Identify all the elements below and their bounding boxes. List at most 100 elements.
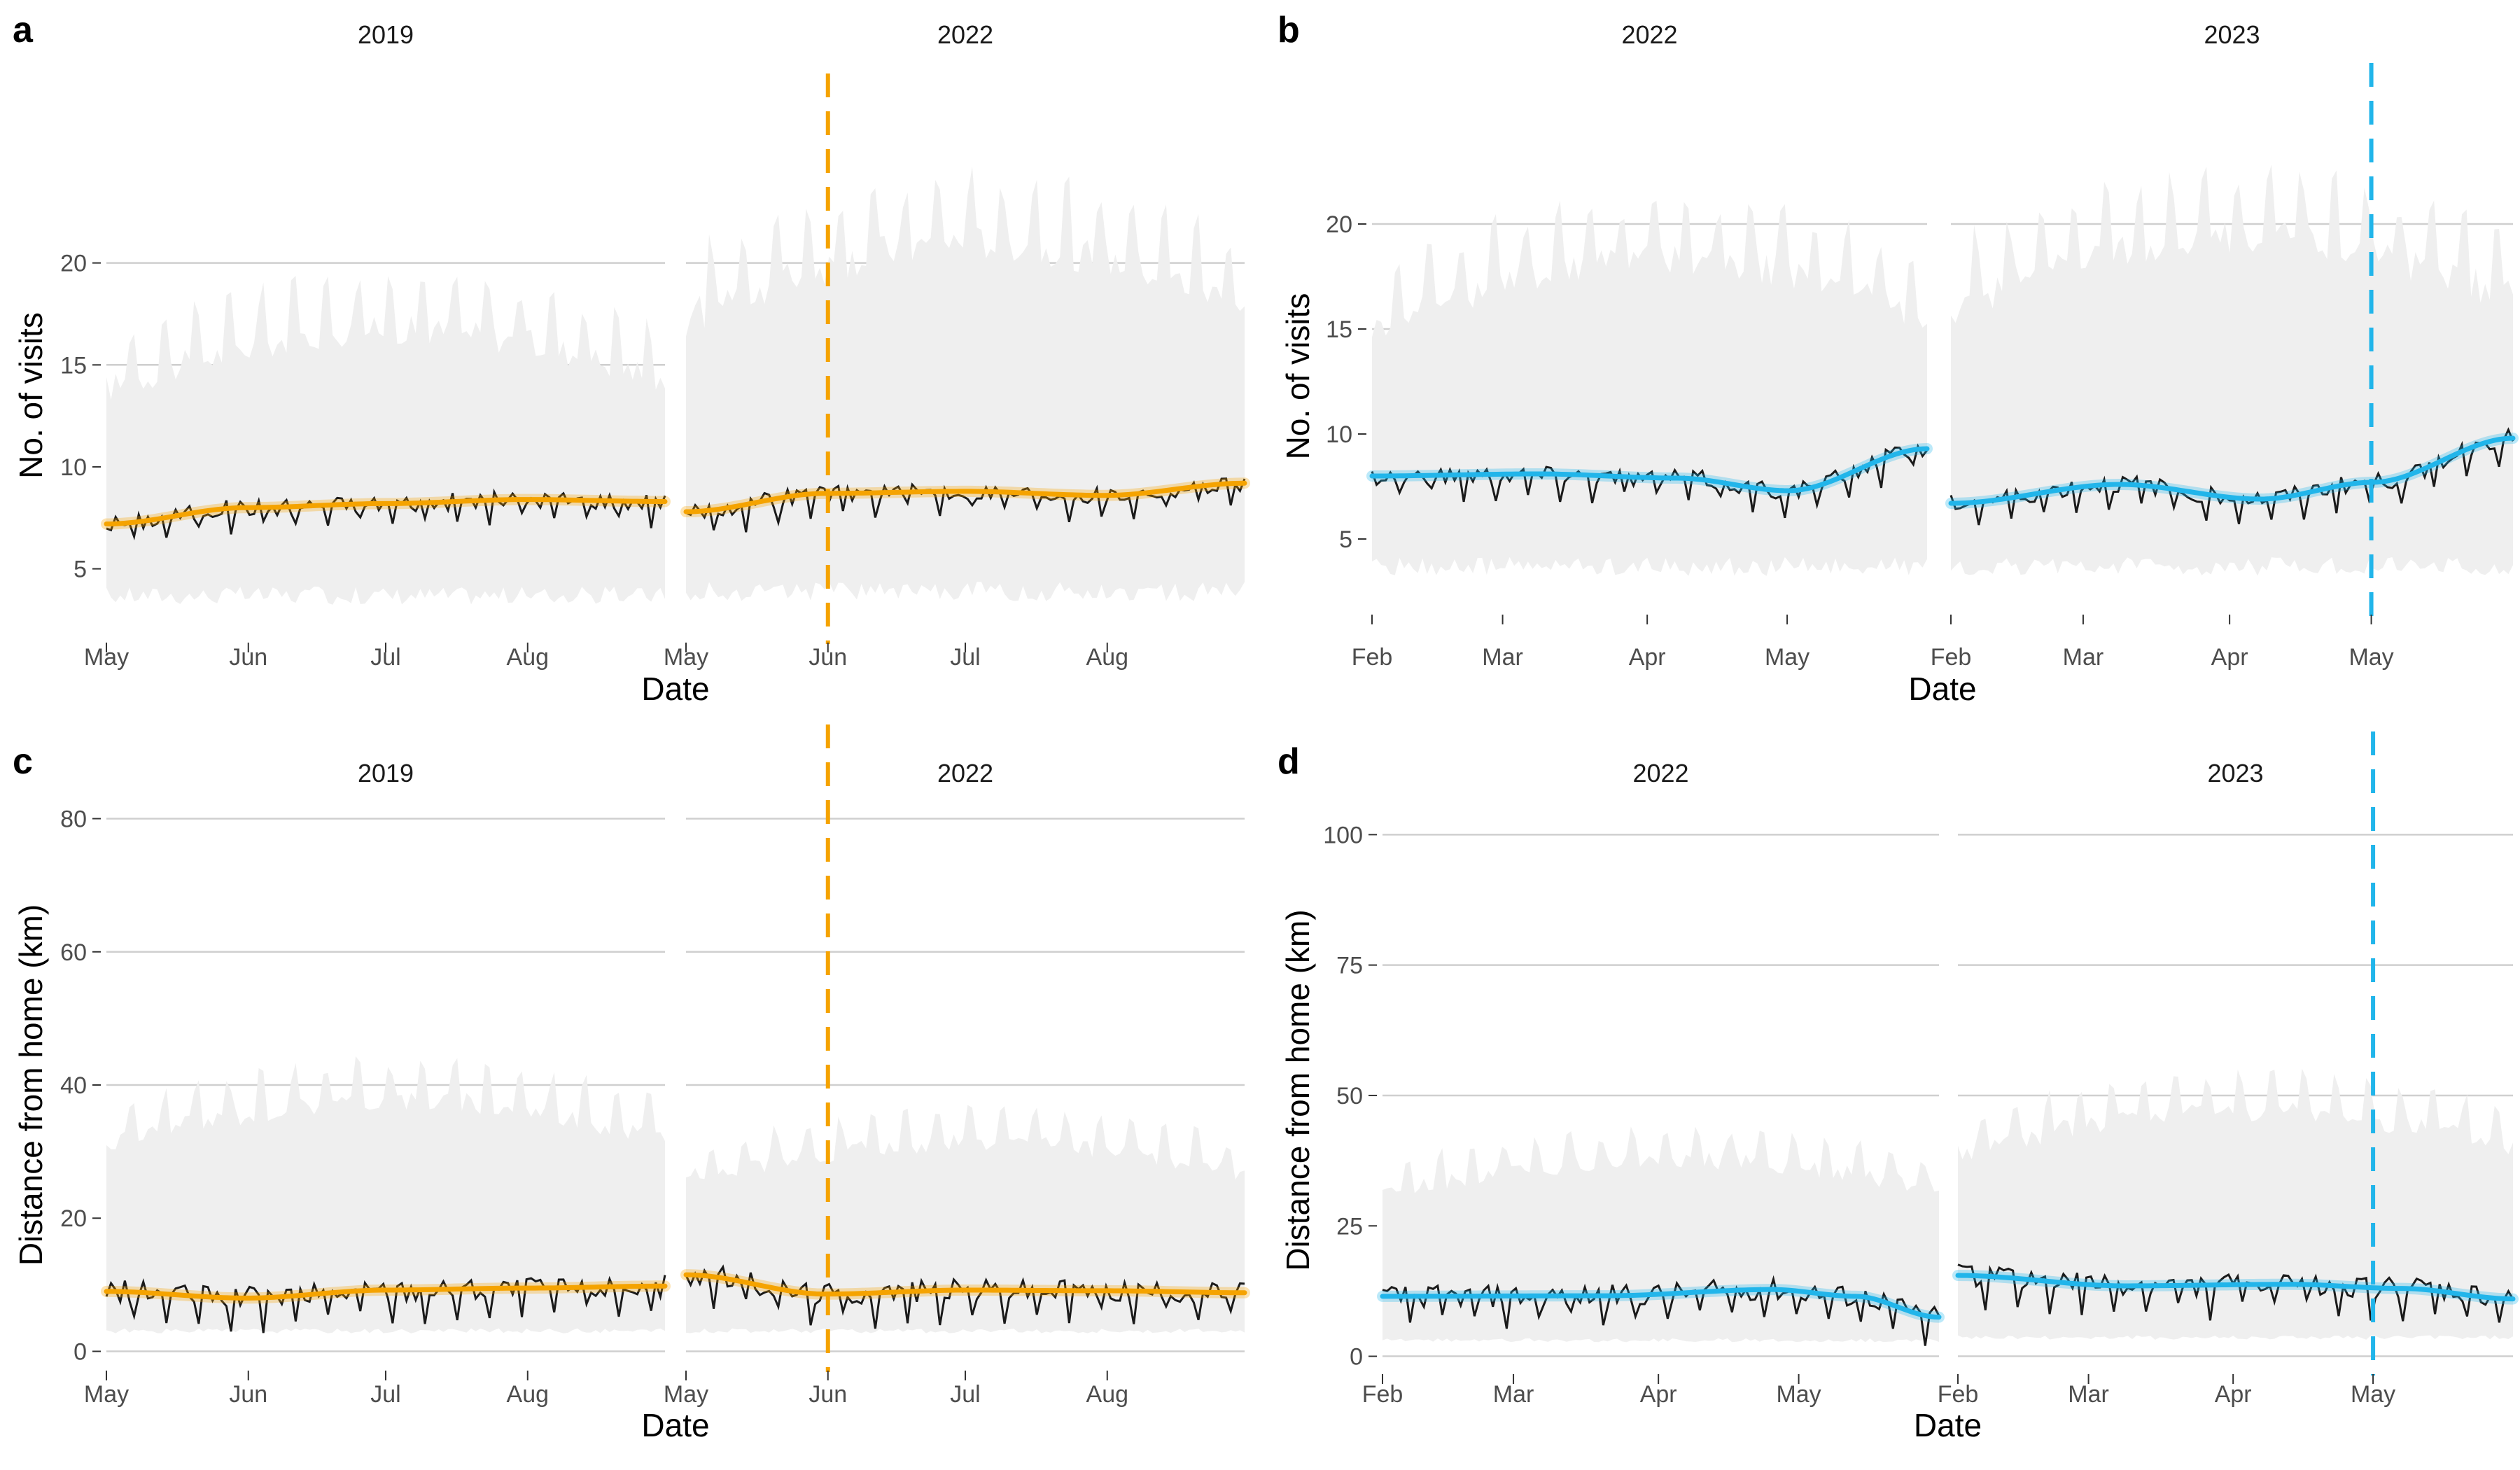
y-tick-label: 15	[1326, 316, 1352, 343]
y-tick-label: 100	[1323, 822, 1363, 848]
x-tick-label: Aug	[1086, 1381, 1129, 1408]
variability-band	[1382, 1126, 1939, 1343]
x-tick-label: Jun	[229, 644, 267, 671]
x-tick-label: Mar	[2068, 1381, 2109, 1408]
facet-strip-label: 2022	[1621, 20, 1677, 49]
y-tick-label: 20	[60, 251, 87, 277]
x-tick-label: Feb	[1931, 644, 1972, 671]
y-tick-label: 50	[1336, 1083, 1363, 1110]
x-axis-title: Date	[641, 1407, 709, 1443]
x-tick-label: Aug	[507, 644, 550, 671]
facet-strip-label: 2022	[1632, 759, 1688, 788]
y-tick-label: 20	[1326, 211, 1352, 238]
x-tick-label: Feb	[1362, 1381, 1404, 1408]
variability-band	[686, 166, 1245, 601]
facet-2019: 2019 May Jun Jul Aug	[84, 759, 671, 1408]
panel-letter: d	[1278, 741, 1300, 782]
x-tick-label: May	[2348, 644, 2393, 671]
x-tick-label: Apr	[2211, 644, 2248, 671]
facet-2022: 2022 May Jun Jul Aug	[664, 724, 1250, 1408]
y-tick-label: 5	[1339, 526, 1352, 553]
y-tick-label: 75	[1336, 953, 1363, 979]
facet-strip-label: 2019	[358, 20, 414, 49]
y-tick-label: 0	[1350, 1344, 1363, 1371]
x-tick-label: Apr	[1640, 1381, 1677, 1408]
trend-line	[104, 497, 668, 527]
panel-a: a No. of visits Date 5 10 15 20 2019 May Jun Jul Au…	[13, 10, 1250, 707]
x-axis-title: Date	[1914, 1407, 1982, 1443]
y-tick-label: 0	[74, 1338, 87, 1365]
y-tick-label: 10	[60, 454, 87, 481]
trend-line	[683, 1272, 1247, 1297]
y-tick-label: 80	[60, 806, 87, 833]
x-tick-label: Mar	[2063, 644, 2104, 671]
variability-band	[106, 1056, 665, 1334]
x-axis-title: Date	[1908, 671, 1976, 707]
x-tick-label: Aug	[1086, 644, 1129, 671]
x-tick-label: Apr	[2215, 1381, 2252, 1408]
x-tick-label: Jun	[808, 644, 847, 671]
y-tick-label: 25	[1336, 1213, 1363, 1240]
x-tick-label: May	[2351, 1381, 2395, 1408]
variability-band	[106, 275, 665, 605]
facet-2019: 2019 May Jun Jul Aug	[84, 20, 671, 671]
x-tick-label: May	[84, 1381, 129, 1408]
x-tick-label: Mar	[1493, 1381, 1534, 1408]
y-axis-title: Distance from home (km)	[1280, 909, 1316, 1270]
facet-2022: 2022 May Jun Jul Aug	[664, 20, 1250, 671]
variability-band	[1958, 1068, 2513, 1340]
x-tick-label: Jul	[370, 1381, 400, 1408]
x-tick-label: Apr	[1629, 644, 1666, 671]
x-tick-label: May	[1765, 644, 1809, 671]
trend-line	[1369, 446, 1930, 493]
x-tick-label: May	[664, 644, 708, 671]
x-tick-label: May	[664, 1381, 708, 1408]
x-tick-label: May	[1776, 1381, 1821, 1408]
facet-strip-label: 2022	[937, 759, 993, 788]
facet-strip-label: 2019	[358, 759, 414, 788]
y-tick-label: 60	[60, 939, 87, 966]
panel-letter: a	[13, 10, 34, 50]
x-tick-label: Mar	[1482, 644, 1523, 671]
observed-series-line	[1382, 1275, 1940, 1346]
trend-line	[1955, 1273, 2516, 1302]
panel-letter: c	[13, 741, 33, 782]
facet-2022: 2022 Feb Mar Apr May	[1352, 20, 1933, 671]
y-tick-label: 15	[60, 352, 87, 379]
x-tick-label: Jul	[950, 644, 980, 671]
x-tick-label: Feb	[1938, 1381, 1979, 1408]
observed-series-line	[685, 477, 1246, 533]
trend-line	[683, 480, 1247, 514]
facet-strip-label: 2023	[2204, 20, 2260, 49]
variability-band	[686, 1105, 1245, 1334]
x-tick-label: Feb	[1352, 644, 1393, 671]
x-axis-title: Date	[641, 671, 709, 707]
trend-line	[104, 1283, 668, 1301]
observed-series-line	[1949, 427, 2514, 526]
observed-series-line	[1957, 1264, 2514, 1323]
x-tick-label: Aug	[507, 1381, 550, 1408]
facet-strip-label: 2022	[937, 20, 993, 49]
y-tick-label: 10	[1326, 421, 1352, 448]
panel-letter: b	[1278, 10, 1300, 50]
y-tick-label: 40	[60, 1072, 87, 1099]
x-tick-label: Jun	[229, 1381, 267, 1408]
variability-band	[1372, 200, 1927, 576]
x-tick-label: May	[84, 644, 129, 671]
facet-strip-label: 2023	[2207, 759, 2263, 788]
facet-2023: 2023 Feb Mar Apr May	[1931, 20, 2519, 671]
x-tick-label: Jul	[370, 644, 400, 671]
y-axis-title: Distance from home (km)	[13, 904, 49, 1266]
y-axis-title: No. of visits	[1280, 293, 1316, 460]
facet-2022: 2022 Feb Mar Apr May	[1362, 759, 1945, 1408]
y-tick-label: 5	[74, 556, 87, 583]
y-axis-title: No. of visits	[13, 312, 49, 479]
x-tick-label: Jun	[808, 1381, 847, 1408]
observed-series-line	[1371, 443, 1928, 519]
facet-2023: 2023 Feb Mar Apr May	[1938, 732, 2519, 1408]
y-tick-label: 20	[60, 1205, 87, 1232]
x-tick-label: Jul	[950, 1381, 980, 1408]
